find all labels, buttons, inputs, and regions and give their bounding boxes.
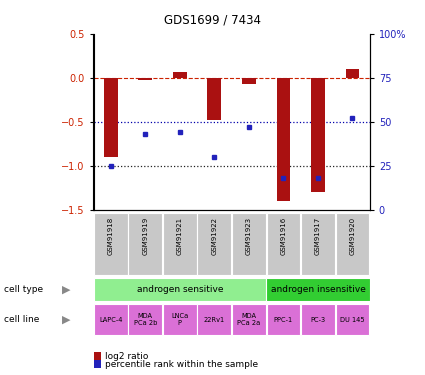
Text: GSM91917: GSM91917 <box>315 217 321 255</box>
Text: MDA
PCa 2b: MDA PCa 2b <box>133 313 157 326</box>
Bar <box>266 213 300 275</box>
Text: percentile rank within the sample: percentile rank within the sample <box>105 360 258 369</box>
Text: PPC-1: PPC-1 <box>274 316 293 322</box>
Bar <box>242 78 256 84</box>
Bar <box>266 304 300 335</box>
Text: cell type: cell type <box>4 285 43 294</box>
Bar <box>232 213 266 275</box>
Bar <box>163 304 197 335</box>
Text: ▶: ▶ <box>62 285 70 295</box>
Text: 22Rv1: 22Rv1 <box>204 316 225 322</box>
Bar <box>266 278 370 302</box>
Bar <box>336 213 369 275</box>
Text: GDS1699 / 7434: GDS1699 / 7434 <box>164 13 261 26</box>
Bar <box>336 304 369 335</box>
Bar <box>198 304 231 335</box>
Bar <box>173 72 187 78</box>
Bar <box>128 304 162 335</box>
Text: ▶: ▶ <box>62 315 70 325</box>
Text: androgen insensitive: androgen insensitive <box>271 285 366 294</box>
Text: LNCa
P: LNCa P <box>171 313 188 326</box>
Text: MDA
PCa 2a: MDA PCa 2a <box>237 313 261 326</box>
Bar <box>94 213 128 275</box>
Bar <box>277 78 290 201</box>
Text: log2 ratio: log2 ratio <box>105 352 149 361</box>
Bar <box>94 278 266 302</box>
Text: GSM91919: GSM91919 <box>142 217 148 255</box>
Text: GSM91921: GSM91921 <box>177 217 183 255</box>
Bar <box>128 213 162 275</box>
Text: DU 145: DU 145 <box>340 316 365 322</box>
Bar <box>139 78 152 81</box>
Text: androgen sensitive: androgen sensitive <box>136 285 223 294</box>
Bar <box>301 213 335 275</box>
Text: PC-3: PC-3 <box>310 316 326 322</box>
Bar <box>198 213 231 275</box>
Bar <box>301 304 335 335</box>
Text: GSM91920: GSM91920 <box>349 217 355 255</box>
Bar <box>232 304 266 335</box>
Bar <box>311 78 325 192</box>
Text: cell line: cell line <box>4 315 40 324</box>
Text: GSM91916: GSM91916 <box>280 217 286 255</box>
Bar <box>207 78 221 120</box>
Bar <box>163 213 197 275</box>
Text: GSM91918: GSM91918 <box>108 217 114 255</box>
Bar <box>94 304 128 335</box>
Bar <box>104 78 118 157</box>
Text: GSM91923: GSM91923 <box>246 217 252 255</box>
Text: LAPC-4: LAPC-4 <box>99 316 122 322</box>
Text: GSM91922: GSM91922 <box>211 217 217 255</box>
Bar <box>346 69 360 78</box>
